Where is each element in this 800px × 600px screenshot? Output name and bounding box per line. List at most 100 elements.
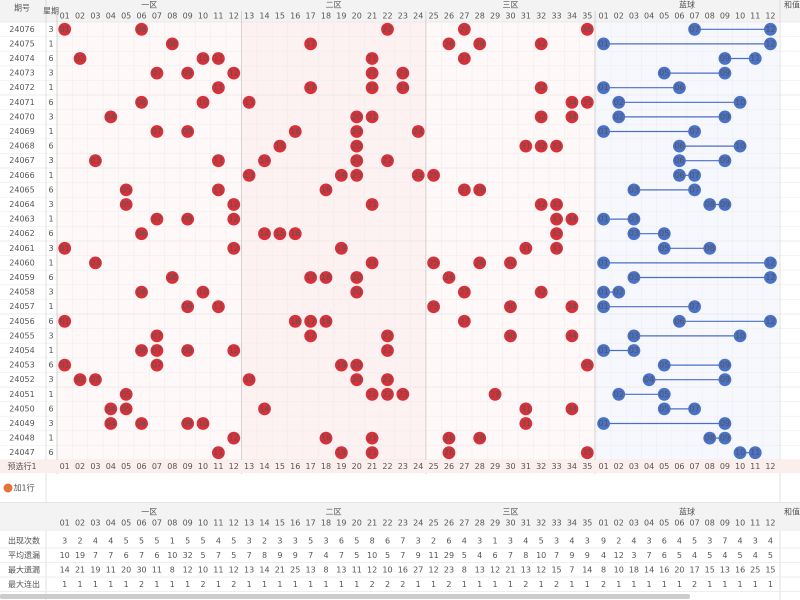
blue-ball-number: 03 bbox=[629, 185, 639, 194]
stat-value: 2 bbox=[692, 580, 697, 589]
stat-value: 20 bbox=[674, 566, 684, 575]
stat-value: 16 bbox=[735, 566, 745, 575]
stat-value: 7 bbox=[569, 566, 574, 575]
back-col-number: 11 bbox=[750, 519, 760, 528]
blue-ball-number: 12 bbox=[765, 273, 775, 282]
add-row-icon[interactable] bbox=[3, 483, 13, 493]
red-ball-number: 35 bbox=[582, 448, 592, 457]
front-col-number: 11 bbox=[213, 519, 223, 528]
preselect-number: 05 bbox=[121, 462, 131, 471]
blue-ball bbox=[733, 446, 747, 460]
red-ball-number: 32 bbox=[536, 112, 546, 121]
stat-value: 1 bbox=[416, 580, 421, 589]
red-ball bbox=[150, 358, 164, 372]
period: 24068 bbox=[9, 142, 34, 151]
stat-value: 4 bbox=[477, 551, 482, 560]
preselect-number: 09 bbox=[183, 462, 193, 471]
period: 24048 bbox=[9, 434, 34, 443]
red-ball-number: 32 bbox=[536, 142, 546, 151]
weekday: 3 bbox=[48, 288, 53, 297]
period: 24062 bbox=[9, 229, 34, 238]
stat-value: 14 bbox=[644, 566, 654, 575]
red-ball bbox=[319, 314, 333, 328]
red-ball bbox=[181, 66, 195, 80]
blue-ball bbox=[673, 139, 686, 153]
front-col-number: 01 bbox=[60, 519, 70, 528]
stat-value: 19 bbox=[90, 566, 100, 575]
stat-value: 8 bbox=[462, 566, 467, 575]
stat-value: 21 bbox=[75, 566, 85, 575]
stat-value: 14 bbox=[60, 566, 70, 575]
stat-value: 6 bbox=[493, 551, 498, 560]
stat-value: 8 bbox=[170, 566, 175, 575]
blue-ball bbox=[597, 81, 610, 95]
back-col-number: 01 bbox=[598, 12, 608, 21]
weekday: 1 bbox=[48, 83, 53, 92]
red-ball bbox=[381, 329, 394, 343]
stat-value: 4 bbox=[722, 551, 727, 560]
period: 24073 bbox=[9, 69, 34, 78]
back-col-number: 05 bbox=[659, 12, 669, 21]
stat-value: 1 bbox=[154, 580, 159, 589]
blue-ball bbox=[597, 344, 610, 357]
red-ball-number: 22 bbox=[382, 156, 392, 165]
blue-ball bbox=[673, 81, 686, 95]
stat-value: 1 bbox=[631, 580, 636, 589]
blue-ball-number: 11 bbox=[750, 448, 760, 457]
back-col-number: 08 bbox=[705, 12, 715, 21]
red-ball bbox=[89, 256, 102, 270]
blue-ball bbox=[688, 402, 701, 416]
red-ball bbox=[365, 446, 379, 460]
stat-value: 9 bbox=[569, 551, 574, 560]
stat-value: 1 bbox=[339, 580, 344, 589]
red-ball-number: 07 bbox=[152, 361, 162, 370]
blue-ball-number: 09 bbox=[720, 375, 730, 384]
blue-ball bbox=[657, 66, 671, 80]
stat-value: 10 bbox=[60, 551, 70, 560]
blue-ball-number: 09 bbox=[720, 434, 730, 443]
front-col-number: 10 bbox=[198, 12, 208, 21]
period: 24071 bbox=[9, 98, 34, 107]
red-ball-number: 03 bbox=[90, 375, 100, 384]
red-ball-number: 17 bbox=[306, 39, 316, 48]
stat-value: 6 bbox=[662, 551, 667, 560]
stat-value: 16 bbox=[398, 566, 408, 575]
red-ball bbox=[304, 314, 318, 328]
red-ball-number: 08 bbox=[167, 273, 177, 282]
zone-label: 三区 bbox=[502, 1, 518, 10]
red-ball bbox=[181, 417, 195, 430]
front-col-number: 09 bbox=[183, 519, 193, 528]
red-ball bbox=[288, 227, 302, 241]
red-ball bbox=[212, 52, 225, 65]
blue-ball bbox=[718, 373, 732, 387]
red-ball-number: 32 bbox=[536, 39, 546, 48]
red-ball bbox=[427, 300, 440, 314]
add-row-button[interactable]: 加1行 bbox=[13, 483, 34, 493]
weekday: 3 bbox=[48, 244, 53, 253]
stat-value: 17 bbox=[689, 566, 699, 575]
red-ball-number: 21 bbox=[367, 258, 377, 267]
zone-label: 二区 bbox=[326, 508, 342, 517]
stat-value: 9 bbox=[277, 551, 282, 560]
stat-value: 7 bbox=[108, 551, 113, 560]
blue-ball-number: 10 bbox=[735, 331, 745, 340]
stat-value: 5 bbox=[231, 551, 236, 560]
blue-ball bbox=[718, 154, 732, 168]
red-ball-number: 21 bbox=[367, 434, 377, 443]
red-ball-number: 31 bbox=[521, 142, 531, 151]
front-col-number: 14 bbox=[259, 12, 269, 21]
stat-value: 2 bbox=[385, 580, 390, 589]
stat-value: 11 bbox=[213, 566, 223, 575]
stat-value: 1 bbox=[722, 580, 727, 589]
stat-value: 1 bbox=[93, 580, 98, 589]
front-col-number: 18 bbox=[321, 12, 331, 21]
front-col-number: 13 bbox=[244, 519, 254, 528]
stat-value: 15 bbox=[705, 566, 715, 575]
red-ball bbox=[304, 271, 318, 284]
red-ball-number: 03 bbox=[90, 258, 100, 267]
red-ball-number: 22 bbox=[382, 346, 392, 355]
blue-ball-number: 09 bbox=[720, 69, 730, 78]
stat-value: 11 bbox=[429, 551, 439, 560]
red-ball bbox=[181, 344, 195, 357]
red-ball bbox=[212, 81, 225, 95]
